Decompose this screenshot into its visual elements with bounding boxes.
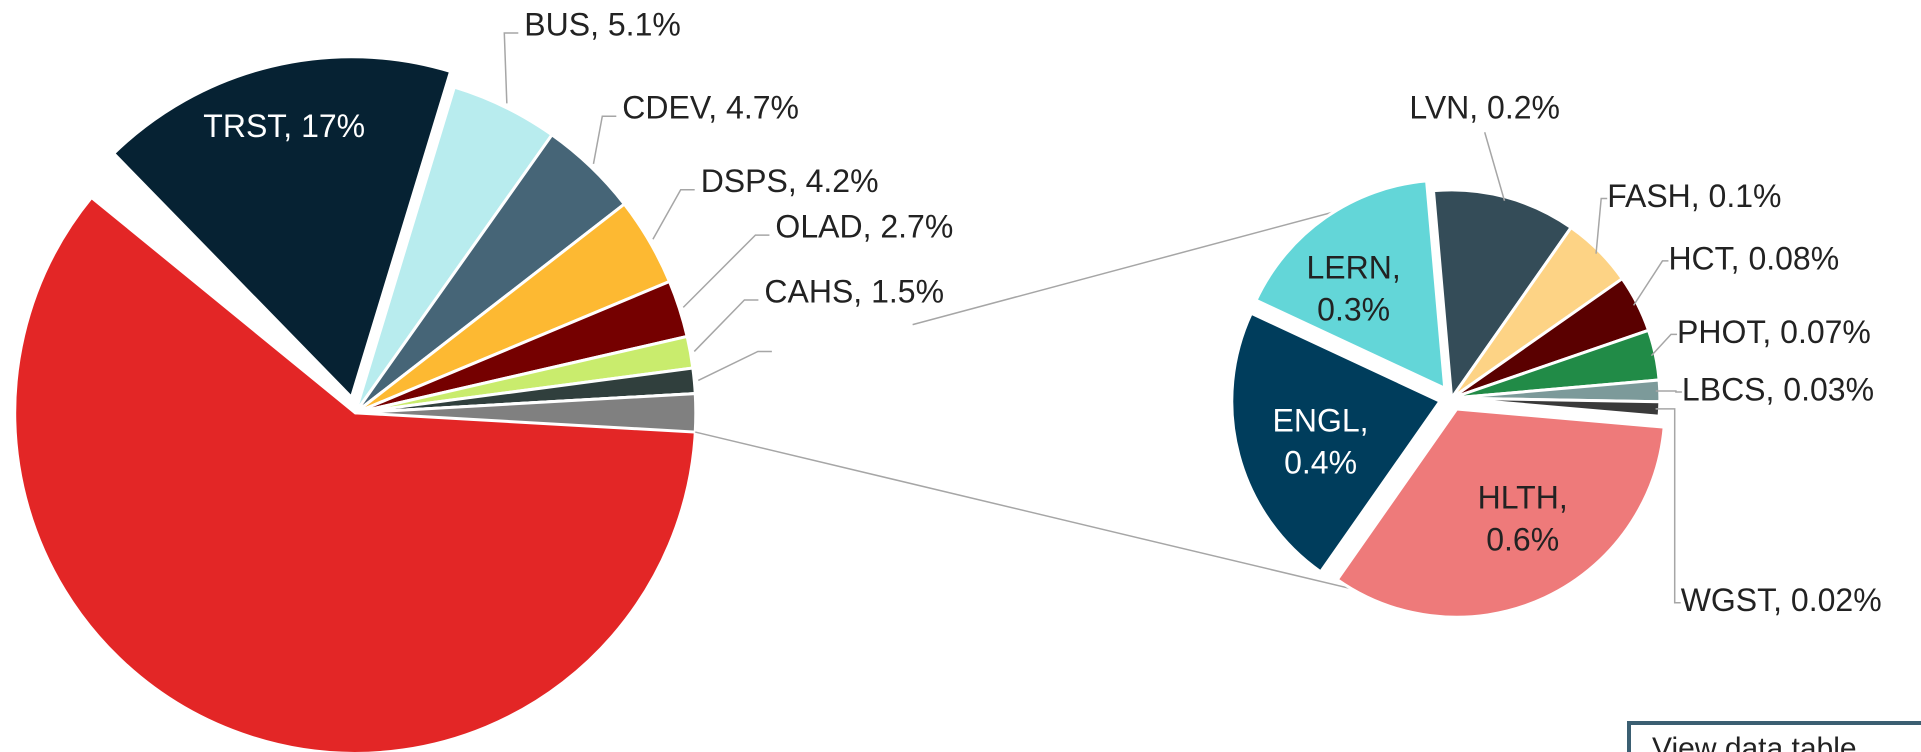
pie-slice: LERN [1254,179,1447,391]
data-label: LVN, 0.2% [1409,90,1560,126]
data-label: ENGL, 0.4% [1273,403,1369,481]
view-data-table-button[interactable]: View data table [1627,721,1921,752]
data-label: LERN, 0.3% [1307,250,1401,328]
data-label: WGST, 0.02% [1681,582,1882,618]
pie-slice: TRST [111,55,453,401]
pie-slice: LVN [1431,188,1574,403]
leader-line [503,32,519,104]
leader-line [1483,132,1506,202]
leader-line [652,189,695,240]
other-slice [355,391,698,434]
leader-line [1595,197,1608,254]
data-label: TRST, 17% [203,108,365,144]
data-label: DSPS, 4.2% [701,163,879,199]
pie-slice: ENGL [1230,311,1443,574]
data-label: LBCS, 0.03% [1682,371,1874,407]
data-label: HLTH, 0.6% [1478,480,1568,558]
pie-slice: HLTH [1335,407,1666,619]
leader-line [1655,408,1681,604]
leader-line [697,350,772,382]
leader-line [682,234,770,308]
connector-line [695,431,1385,598]
leader-line [1632,260,1669,306]
leader-line [693,299,759,352]
button-label[interactable]: View data table [1652,732,1857,752]
data-label: OLAD, 2.7% [775,209,953,245]
data-label: BUS, 5.1% [524,6,681,42]
leader-line [1655,390,1682,393]
data-label: CDEV, 4.7% [622,90,799,126]
data-label: PHOT, 0.07% [1677,314,1871,350]
connector-line [912,192,1403,326]
leader-line [1650,333,1678,357]
pie-slice [13,195,698,752]
data-label: FASH, 0.1% [1607,178,1781,214]
data-label: HCT, 0.08% [1668,240,1839,276]
leader-line [592,115,617,165]
data-label: CAHS, 1.5% [764,273,944,309]
button-frame [1627,721,1921,752]
